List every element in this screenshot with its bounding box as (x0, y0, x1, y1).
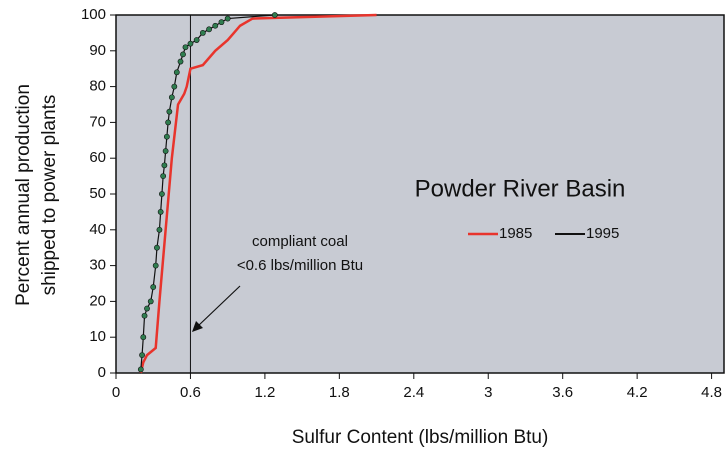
point (144, 305, 150, 312)
y-tick-label: 60 (89, 149, 106, 166)
point (206, 26, 212, 33)
y-tick-label: 50 (89, 185, 106, 202)
y-tick-label: 30 (89, 257, 106, 274)
x-tick-label: 4.2 (627, 384, 648, 401)
x-tick-label: 2.4 (403, 384, 424, 401)
point (160, 173, 167, 179)
point (173, 69, 180, 76)
x-tick-label: 4.8 (701, 384, 722, 401)
y-axis-title: Percent annual production (13, 84, 34, 306)
point (199, 30, 206, 36)
x-tick-label: 1.2 (254, 384, 275, 401)
x-tick-label: 3 (484, 384, 492, 401)
point (137, 366, 144, 373)
point (159, 191, 165, 197)
y-tick-label: 40 (89, 221, 106, 238)
point (139, 352, 145, 358)
point (166, 108, 173, 115)
y-tick-label: 0 (98, 364, 106, 381)
point (154, 244, 160, 251)
point (140, 334, 147, 341)
arrow-head (192, 321, 203, 332)
legend-label: 1985 (499, 225, 532, 242)
point (157, 208, 164, 215)
point (141, 312, 148, 319)
point (152, 262, 159, 269)
point (161, 162, 168, 169)
x-tick-label: 1.8 (329, 384, 350, 401)
series-line (139, 13, 377, 374)
point (212, 22, 219, 29)
y-tick-label: 70 (89, 113, 106, 130)
point (165, 119, 172, 126)
point (218, 19, 225, 26)
legend-label: 1995 (586, 225, 619, 242)
point (187, 40, 194, 47)
point (177, 58, 184, 65)
point (182, 44, 189, 51)
point (193, 37, 200, 43)
y-tick-label: 10 (89, 328, 106, 345)
point (156, 226, 163, 233)
point (224, 15, 231, 22)
x-tick-label: 0.6 (180, 384, 201, 401)
plot-background (115, 14, 725, 374)
annotation-arrow (197, 285, 241, 327)
y-tick-label: 20 (89, 292, 106, 309)
point (163, 133, 170, 140)
point (162, 148, 169, 154)
point (180, 51, 186, 58)
y-tick-label: 90 (89, 42, 106, 59)
annotation: compliant coal (252, 233, 348, 250)
y-tick-label: 80 (89, 78, 106, 95)
annotation: <0.6 lbs/million Btu (237, 257, 363, 274)
y-axis-title: shipped to power plants (39, 95, 60, 296)
chart-title: Powder River Basin (415, 175, 626, 202)
x-axis-title: Sulfur Content (lbs/million Btu) (292, 427, 549, 448)
x-tick-label: 3.6 (552, 384, 573, 401)
x-tick-label: 0 (112, 384, 120, 401)
point (147, 298, 154, 305)
y-tick-label: 100 (81, 6, 106, 23)
point (168, 94, 175, 101)
point (171, 83, 178, 90)
point (150, 284, 157, 290)
point (271, 12, 278, 18)
